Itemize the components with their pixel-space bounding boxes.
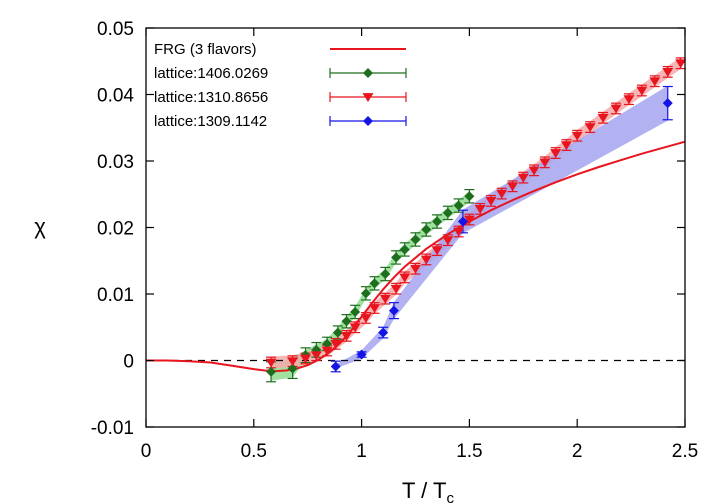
data-point — [453, 227, 465, 237]
data-point — [369, 304, 381, 313]
y-tick-label: 0.04 — [97, 86, 134, 107]
y-tick-label: 0.01 — [97, 285, 134, 306]
data-point — [390, 284, 402, 294]
data-point — [597, 113, 609, 123]
data-point — [662, 98, 673, 109]
data-point — [369, 278, 380, 289]
x-tick-label: 1 — [356, 441, 367, 462]
y-tick-label: 0 — [123, 352, 134, 373]
data-point — [550, 149, 562, 158]
x-tick-label: 0 — [141, 441, 152, 462]
data-point — [432, 216, 443, 227]
y-tick-label: 0.02 — [97, 219, 134, 240]
legend-marker — [363, 68, 373, 78]
x-axis-label-subscript: c — [446, 490, 454, 503]
data-point — [571, 131, 583, 141]
data-point — [332, 327, 343, 338]
data-point — [287, 357, 299, 367]
data-point — [496, 189, 508, 199]
data-point — [623, 95, 635, 105]
data-point — [464, 191, 475, 202]
data-point — [300, 354, 312, 364]
x-tick-labels: 0 0.5 1 1.5 2 2.5 — [141, 441, 699, 462]
data-point — [410, 234, 421, 245]
data-point — [431, 246, 443, 256]
data-point — [539, 158, 551, 168]
legend-label: lattice:1406.0269 — [154, 65, 268, 82]
y-tick-labels: -0.01 0 0.01 0.02 0.03 0.04 0.05 — [91, 19, 135, 439]
data-point — [442, 236, 454, 246]
axis-ticks — [145, 27, 686, 428]
legend-marker — [363, 116, 373, 126]
data-point — [330, 340, 342, 349]
data-point — [379, 294, 391, 304]
data-point — [610, 104, 622, 114]
data-point — [560, 141, 572, 150]
band-lattice-1406-0269 — [271, 190, 470, 381]
data-point — [421, 224, 432, 235]
data-point — [662, 68, 674, 77]
data-point — [356, 349, 367, 360]
data-point — [675, 59, 687, 69]
data-point — [453, 200, 464, 211]
data-point — [321, 346, 333, 356]
x-tick-label: 2 — [572, 441, 583, 462]
legend-label: lattice:1309.1142 — [154, 113, 267, 130]
data-point — [322, 338, 333, 349]
data-point — [378, 327, 389, 338]
data-point — [287, 363, 298, 374]
y-tick-label: 0.03 — [97, 152, 134, 173]
data-point — [330, 361, 341, 372]
data-point — [517, 173, 529, 183]
data-point — [399, 273, 411, 283]
y-axis-label: χ — [34, 214, 46, 239]
data-point — [442, 207, 453, 218]
data-point — [528, 166, 540, 176]
x-axis-label: T / Tc — [402, 478, 454, 503]
data-point — [341, 316, 352, 327]
data-point — [636, 86, 648, 96]
data-point — [463, 215, 475, 225]
data-point — [584, 123, 596, 133]
data-point — [457, 216, 468, 227]
legend-item: lattice:1309.1142 — [154, 113, 407, 130]
x-tick-label: 2.5 — [672, 441, 698, 462]
plot-frame — [145, 27, 686, 428]
data-point — [266, 366, 277, 377]
data-point — [341, 332, 353, 341]
data-point — [399, 244, 410, 255]
data-point — [265, 358, 277, 368]
data-point — [649, 77, 661, 87]
data-point — [350, 306, 361, 317]
legend-label: lattice:1310.8656 — [154, 89, 268, 106]
legend-item: lattice:1406.0269 — [154, 65, 407, 82]
x-tick-label: 1.5 — [456, 441, 482, 462]
data-point — [360, 314, 372, 323]
y-tick-label: 0.05 — [97, 19, 134, 40]
data-point — [410, 264, 421, 274]
data-point — [360, 288, 371, 299]
y-tick-label: -0.01 — [91, 418, 134, 439]
data-point — [391, 252, 402, 263]
legend-item: lattice:1310.8656 — [154, 89, 407, 106]
data-point — [485, 197, 497, 206]
data-point — [388, 305, 399, 316]
frg-curve — [146, 140, 686, 373]
data-point — [349, 323, 361, 333]
data-point — [310, 351, 322, 361]
legend-label: FRG (3 flavors) — [154, 41, 257, 58]
data-point — [380, 269, 391, 280]
data-point — [474, 205, 486, 214]
legend-marker — [362, 93, 374, 102]
legend: FRG (3 flavors) lattice:1406.0269 lattice:… — [154, 41, 407, 130]
data-point — [420, 255, 432, 265]
data-markers — [265, 59, 687, 377]
legend-item: FRG (3 flavors) — [154, 41, 406, 58]
data-point — [507, 182, 519, 192]
band-lattice-1309-1142 — [335, 85, 668, 369]
x-tick-label: 0.5 — [241, 441, 267, 462]
